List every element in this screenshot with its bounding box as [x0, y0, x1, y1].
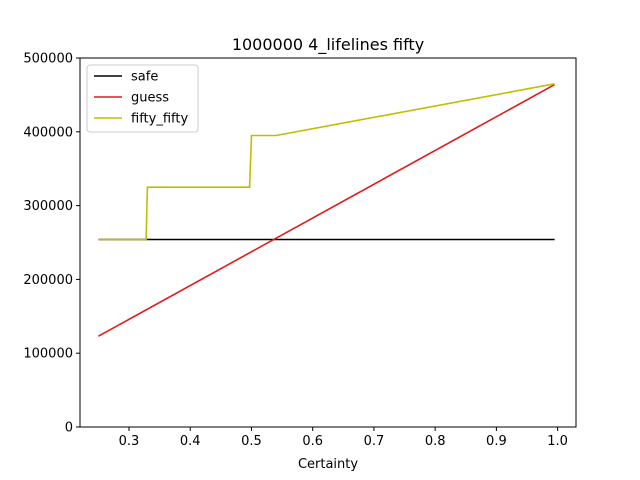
y-axis: 0 100000 200000 300000 400000 500000: [23, 52, 80, 436]
legend: safe guess fifty_fifty: [86, 64, 199, 133]
legend-label-fifty-fifty: fifty_fifty: [131, 112, 188, 127]
legend-label-guess: guess: [131, 91, 169, 106]
x-tick-label: 0.9: [486, 434, 507, 449]
x-axis: 0.3 0.4 0.5 0.6 0.7 0.8 0.9 1.0: [119, 427, 568, 449]
x-tick-label: 0.3: [119, 434, 140, 449]
x-axis-label: Certainty: [298, 457, 358, 472]
x-tick-label: 0.6: [302, 434, 323, 449]
chart-title: 1000000 4_lifelines fifty: [232, 35, 424, 55]
y-tick-label: 100000: [23, 347, 73, 362]
x-tick-label: 1.0: [547, 434, 568, 449]
x-tick-label: 0.7: [364, 434, 385, 449]
series-line-guess: [98, 83, 555, 337]
y-tick-label: 0: [65, 421, 73, 436]
legend-label-safe: safe: [131, 70, 158, 85]
y-tick-label: 500000: [23, 52, 73, 67]
x-tick-label: 0.8: [425, 434, 446, 449]
legend-box: [86, 64, 199, 133]
y-tick-label: 300000: [23, 199, 73, 214]
series-line-fifty-fifty: [98, 83, 555, 241]
x-tick-label: 0.4: [180, 434, 201, 449]
x-tick-label: 0.5: [241, 434, 262, 449]
plot-frame: [79, 57, 577, 428]
y-tick-label: 200000: [23, 273, 73, 288]
y-tick-label: 400000: [23, 125, 73, 140]
series-layer: [98, 83, 555, 337]
